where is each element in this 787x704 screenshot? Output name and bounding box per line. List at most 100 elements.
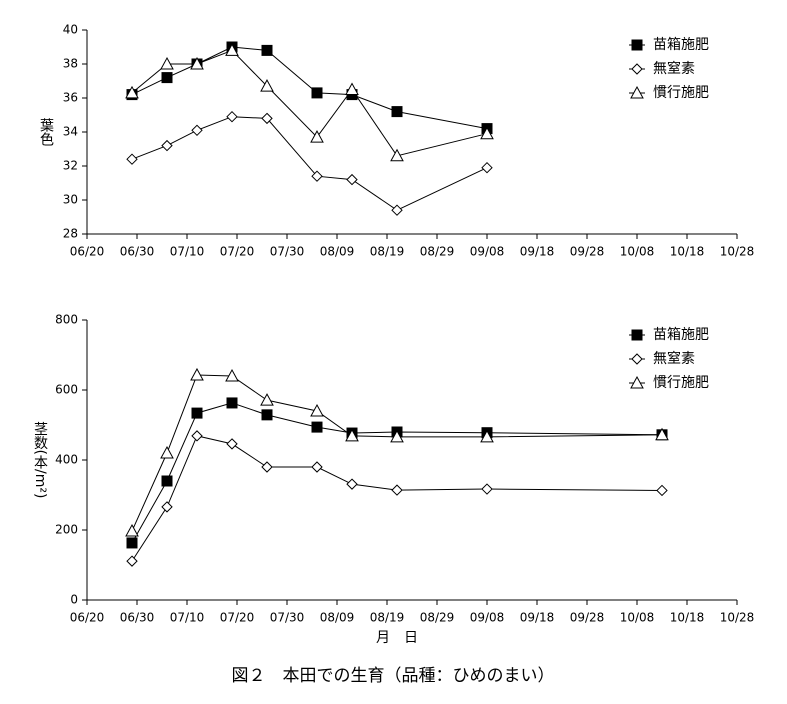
x-tick-label: 09/08 xyxy=(470,611,505,625)
data-point xyxy=(125,85,139,99)
legend-label: 慣行施肥 xyxy=(653,84,709,101)
x-tick-label: 09/18 xyxy=(520,611,555,625)
data-point xyxy=(311,461,323,473)
data-point xyxy=(126,555,138,567)
legend-marker xyxy=(630,375,644,389)
data-point xyxy=(390,148,404,162)
x-tick-label: 06/30 xyxy=(120,245,155,259)
y-tick-label: 30 xyxy=(63,193,78,207)
x-tick-label: 07/10 xyxy=(170,245,205,259)
series-line xyxy=(131,435,663,562)
data-point xyxy=(190,367,204,381)
data-point xyxy=(191,124,203,137)
data-point xyxy=(225,368,239,382)
data-point xyxy=(160,445,174,459)
x-tick-label: 08/09 xyxy=(320,245,355,259)
data-point xyxy=(226,397,238,409)
x-tick-label: 10/18 xyxy=(670,245,705,259)
x-tick-label: 08/19 xyxy=(370,611,405,625)
series-line xyxy=(131,49,488,157)
data-point xyxy=(191,407,203,419)
data-point xyxy=(261,112,273,125)
data-point xyxy=(310,130,324,143)
x-tick-label: 09/28 xyxy=(570,245,605,259)
data-point xyxy=(391,106,403,118)
x-tick-label: 08/19 xyxy=(370,245,405,259)
legend-marker xyxy=(631,63,643,75)
data-point xyxy=(226,438,238,450)
x-tick-label: 10/08 xyxy=(620,245,655,259)
y-tick-label: 0 xyxy=(70,593,78,607)
y-tick-label: 34 xyxy=(63,125,78,139)
series-line xyxy=(131,116,488,211)
x-tick-label: 08/09 xyxy=(320,611,355,625)
series-line xyxy=(131,374,663,532)
legend-marker xyxy=(631,39,643,51)
x-tick-label: 07/30 xyxy=(270,245,305,259)
x-tick-label: 07/20 xyxy=(220,611,255,625)
data-point xyxy=(480,126,494,140)
x-tick-label: 07/30 xyxy=(270,611,305,625)
x-tick-label: 09/08 xyxy=(470,245,505,259)
data-point xyxy=(480,429,494,443)
data-point xyxy=(391,484,403,496)
legend-label: 苗箱施肥 xyxy=(653,327,709,343)
y-tick-label: 32 xyxy=(63,159,78,173)
y-axis-label: 葉色 xyxy=(38,118,54,146)
legend-label: 無窒素 xyxy=(653,60,695,77)
data-point xyxy=(161,501,173,513)
data-point xyxy=(261,461,273,473)
x-tick-label: 07/20 xyxy=(220,245,255,259)
data-point xyxy=(125,524,139,537)
data-point xyxy=(161,475,173,487)
x-tick-label: 10/08 xyxy=(620,611,655,625)
data-point xyxy=(391,204,403,216)
data-point xyxy=(261,409,273,421)
data-point xyxy=(345,82,359,95)
data-point xyxy=(481,161,493,174)
x-tick-label: 06/20 xyxy=(70,245,105,259)
y-tick-label: 200 xyxy=(55,523,78,537)
series-line xyxy=(131,46,488,130)
x-tick-label: 06/20 xyxy=(70,611,105,625)
y-tick-label: 400 xyxy=(55,453,78,467)
y-tick-label: 800 xyxy=(55,313,78,327)
y-tick-label: 36 xyxy=(63,91,78,105)
data-point xyxy=(481,483,493,495)
x-tick-label: 09/28 xyxy=(570,611,605,625)
data-point xyxy=(126,153,138,165)
y-tick-label: 40 xyxy=(63,23,78,37)
data-point xyxy=(126,537,138,549)
legend-label: 慣行施肥 xyxy=(653,374,709,391)
data-point xyxy=(225,43,239,56)
data-point xyxy=(390,429,404,443)
y-tick-label: 38 xyxy=(63,57,78,71)
data-point xyxy=(310,403,324,417)
legend-marker xyxy=(631,329,643,341)
data-point xyxy=(311,87,323,99)
data-point xyxy=(261,44,273,56)
x-tick-label: 10/28 xyxy=(720,245,755,259)
legend-marker xyxy=(631,353,643,365)
y-tick-label: 28 xyxy=(63,227,78,241)
y-tick-label: 600 xyxy=(55,383,78,397)
data-point xyxy=(311,170,323,182)
x-tick-label: 08/29 xyxy=(420,611,455,625)
data-point xyxy=(161,139,173,152)
data-point xyxy=(311,421,323,433)
caption: 図２ 本田での生育（品種：ひめのまい） xyxy=(232,666,555,686)
data-point xyxy=(161,72,173,84)
data-point xyxy=(345,428,359,442)
legend-marker xyxy=(630,85,644,99)
data-point xyxy=(190,56,204,70)
data-point xyxy=(260,393,274,406)
x-tick-label: 06/30 xyxy=(120,611,155,625)
x-tick-label: 10/28 xyxy=(720,611,755,625)
x-tick-label: 09/18 xyxy=(520,245,555,259)
legend-label: 無窒素 xyxy=(653,350,695,367)
data-point xyxy=(160,56,174,70)
x-tick-label: 10/18 xyxy=(670,611,705,625)
x-tick-label: 08/29 xyxy=(420,245,455,259)
